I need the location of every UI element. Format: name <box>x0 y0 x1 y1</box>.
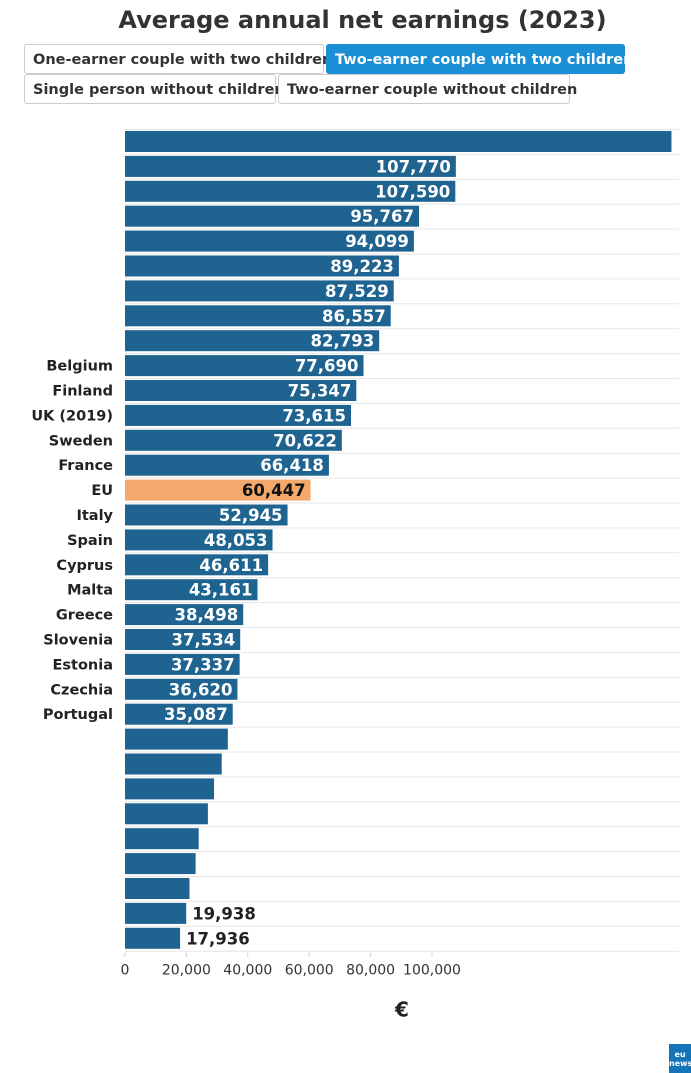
value-label: 46,611 <box>199 556 263 575</box>
bar-chart: 107,770 107,590 95,767 94,099 89,223 87,529 86… <box>31 129 679 1022</box>
category-label: France <box>58 458 113 474</box>
bar <box>125 330 380 352</box>
bar <box>125 230 414 252</box>
bar <box>125 653 240 675</box>
x-tick-label: 60,000 <box>285 963 334 979</box>
value-label: 70,622 <box>273 431 337 450</box>
bar <box>125 355 364 377</box>
value-label: 107,590 <box>375 182 450 201</box>
tab-two-earner-two-children[interactable]: Two-earner couple with two children <box>326 44 633 74</box>
bar <box>125 803 208 825</box>
value-label: 37,337 <box>171 655 235 674</box>
value-label: 75,347 <box>288 382 352 401</box>
value-label: 73,615 <box>282 406 346 425</box>
value-label: 48,053 <box>204 531 268 550</box>
category-label: Malta <box>67 583 113 599</box>
bar <box>125 604 244 626</box>
value-label: 82,793 <box>311 332 375 351</box>
category-label: Greece <box>56 608 113 624</box>
category-label: Cyprus <box>56 558 113 574</box>
tab-two-earner-no-children[interactable]: Two-earner couple without children <box>278 74 577 104</box>
bar <box>125 853 196 875</box>
category-label: Spain <box>67 533 113 549</box>
bar <box>125 728 228 750</box>
bar <box>125 703 233 725</box>
bar <box>125 205 420 227</box>
bar <box>125 454 329 476</box>
bar <box>125 828 199 850</box>
value-label: 77,690 <box>295 357 359 376</box>
category-label: Czechia <box>50 682 113 698</box>
bar <box>125 902 187 924</box>
value-label: 86,557 <box>322 307 386 326</box>
x-tick-label: 0 <box>121 963 130 979</box>
value-label: 37,534 <box>172 631 236 650</box>
category-label: Italy <box>76 508 113 524</box>
bar <box>125 429 342 451</box>
value-label: 89,223 <box>330 257 394 276</box>
category-label: Sweden <box>49 433 113 449</box>
bar <box>125 878 190 899</box>
bar <box>125 479 311 501</box>
bar <box>125 554 269 576</box>
bar <box>125 131 672 152</box>
x-tick-label: 20,000 <box>162 963 211 979</box>
category-label: Finland <box>52 384 113 400</box>
tab-one-earner-two-children[interactable]: One-earner couple with two children <box>24 44 332 74</box>
value-label: 17,936 <box>186 929 250 948</box>
bar <box>125 927 181 949</box>
value-label: 107,770 <box>376 157 451 176</box>
bar <box>125 579 258 601</box>
value-label: 60,447 <box>242 481 306 500</box>
value-label: 87,529 <box>325 282 389 301</box>
x-tick-label: 80,000 <box>346 963 395 979</box>
category-label: EU <box>91 483 113 499</box>
value-label: 36,620 <box>169 680 233 699</box>
category-label: Belgium <box>46 359 113 375</box>
chart-title: Average annual net earnings (2023) <box>118 6 607 34</box>
value-label: 35,087 <box>164 705 228 724</box>
value-label: 66,418 <box>260 456 324 475</box>
x-axis-title: € <box>394 998 409 1022</box>
bar <box>125 529 273 551</box>
bar <box>125 280 394 302</box>
category-label: UK (2019) <box>31 408 113 424</box>
category-label: Slovenia <box>43 633 113 649</box>
euronews-logo: eu news <box>669 1044 691 1073</box>
bar <box>125 155 456 177</box>
x-tick-label: 40,000 <box>223 963 272 979</box>
value-label: 19,938 <box>192 904 256 923</box>
bar <box>125 380 357 401</box>
bar <box>125 629 241 650</box>
value-label: 38,498 <box>175 606 239 625</box>
category-label: Estonia <box>52 657 113 673</box>
tab-single-no-children[interactable]: Single person without children <box>24 74 285 104</box>
value-label: 95,767 <box>350 207 414 226</box>
category-label: Portugal <box>43 707 113 723</box>
value-label: 52,945 <box>219 506 283 525</box>
bar <box>125 678 238 700</box>
bar <box>125 404 351 426</box>
bar <box>125 305 391 327</box>
value-label: 43,161 <box>189 581 253 600</box>
bar <box>125 778 215 800</box>
bar <box>125 180 456 202</box>
bar <box>125 255 399 277</box>
bar <box>125 753 222 775</box>
bar <box>125 504 288 526</box>
value-label: 94,099 <box>345 232 409 251</box>
x-tick-label: 100,000 <box>403 963 461 979</box>
